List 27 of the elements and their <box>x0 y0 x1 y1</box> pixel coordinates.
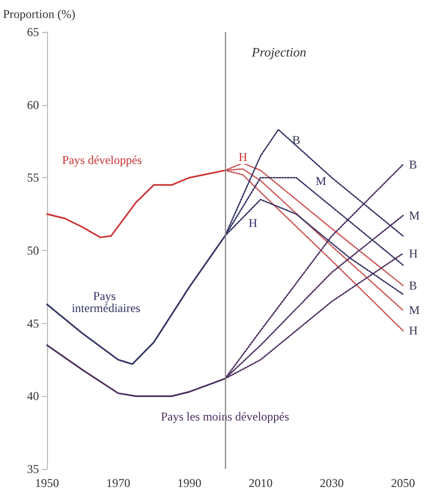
annotation: B <box>292 132 300 147</box>
annotation: H <box>238 150 248 164</box>
y-axis-title: Proportion (%) <box>3 7 76 21</box>
annotation: M <box>409 208 420 223</box>
y-tick-label: 35 <box>27 462 39 476</box>
y-tick-label: 60 <box>27 98 39 112</box>
x-tick-label: 2050 <box>391 476 415 490</box>
annotation: B <box>409 158 418 172</box>
y-tick-label: 50 <box>27 244 39 258</box>
y-tick-label: 55 <box>27 170 39 185</box>
x-tick-label: 1950 <box>35 476 59 490</box>
annotation: H <box>248 216 258 230</box>
annotation: M <box>409 303 420 318</box>
x-tick-label: 2010 <box>248 476 273 490</box>
annotation: Pays développés <box>62 153 142 167</box>
y-tick-label: 65 <box>27 25 39 39</box>
x-tick-label: 1970 <box>106 476 130 490</box>
x-tick-label: 1990 <box>177 476 202 490</box>
annotation: H <box>409 324 418 338</box>
y-tick-label: 40 <box>27 389 39 404</box>
annotation: M <box>316 174 327 188</box>
annotation: H <box>409 246 418 260</box>
annotation: Projection <box>250 44 306 60</box>
annotation: Pays intermédiaires <box>72 289 141 315</box>
y-tick-label: 45 <box>27 316 39 330</box>
annotation: B <box>409 278 418 292</box>
x-tick-label: 2030 <box>320 476 344 490</box>
